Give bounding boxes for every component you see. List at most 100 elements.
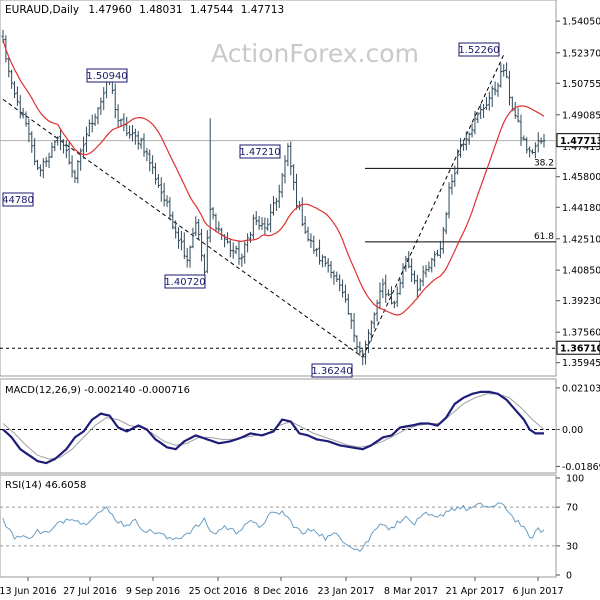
price-annotations: 1.52260 1.50940 1.47210 1.40720 1.36240 44780 (2, 42, 500, 378)
rsi-panel: RSI(14) 46.6058 100 70 30 0 (0, 474, 584, 582)
ohlc-bar (214, 213, 218, 233)
ohlc-bar (154, 162, 158, 185)
ohlc-bar (283, 155, 287, 184)
support-badge: 1.36710 (556, 340, 600, 355)
ohlc-bar (274, 197, 278, 211)
ohlc-bar (430, 257, 434, 273)
ohlc-bar (269, 203, 273, 233)
date-tick-label: 9 Sep 2016 (126, 586, 180, 597)
annotation-box (86, 68, 128, 83)
ohlc-bar (162, 182, 166, 207)
ohlc-bar (467, 132, 471, 145)
price-tick-label: 1.37560 (562, 328, 600, 339)
ohlc-bar (59, 128, 63, 151)
ohlc-bar (130, 125, 134, 142)
ohlc-bar (24, 111, 28, 127)
price-tick-label: 1.50755 (562, 79, 600, 90)
ohlc-bar (128, 125, 132, 139)
ohlc-bar (240, 253, 244, 267)
ohlc-bar (145, 147, 149, 162)
ohlc-bar (326, 258, 330, 273)
ohlc-bar (102, 87, 106, 111)
rsi-tick-label: 100 (566, 474, 584, 485)
ohlc-bar (450, 174, 454, 195)
ohlc-bar (90, 114, 94, 133)
ohlc-bar (289, 141, 293, 176)
ohlc-bar (358, 341, 362, 357)
ohlc-bar (470, 123, 474, 138)
rsi-tick-label: 0 (566, 571, 572, 582)
price-annotation: 1.50940 (86, 68, 128, 83)
watermark: ActionForex.com (211, 39, 419, 68)
annotation-label: 1.40720 (164, 277, 205, 288)
price-tick-label: 1.44180 (562, 203, 600, 214)
ohlc-bar (7, 57, 11, 78)
ohlc-bar (312, 235, 316, 254)
rsi-tick-label: 30 (566, 541, 578, 552)
ohlc-bar (329, 260, 333, 279)
ohlc-bar (53, 140, 57, 151)
ohlc-bar (343, 284, 347, 303)
ohlc-bar (33, 138, 37, 166)
ohlc-bar (217, 221, 221, 233)
ohlc-bar (191, 227, 195, 249)
date-tick-label: 8 Mar 2017 (384, 586, 438, 597)
macd-signal-line (2, 393, 545, 460)
macd-tick-label: 0.00 (562, 425, 583, 436)
date-tick-label: 8 Dec 2016 (254, 586, 309, 597)
ohlc-bar (234, 245, 238, 255)
macd-panel: MACD(12,26,9) -0.002140 -0.000716 0.0210… (0, 378, 600, 474)
price-panel: ActionForex.com EURAUD,Daily 1.47960 1.4… (0, 0, 600, 378)
ohlc-bar (179, 230, 183, 251)
ohlc-bar (208, 118, 212, 243)
date-tick-label: 27 Jul 2016 (63, 586, 117, 597)
chart-high: 1.48031 (139, 4, 182, 16)
ohlc-bar (539, 137, 543, 145)
ohlc-bar (482, 104, 486, 118)
ohlc-bar (87, 119, 91, 137)
price-annotation: 44780 (2, 192, 34, 207)
date-tick-label: 25 Oct 2016 (189, 586, 248, 597)
ohlc-bar (447, 182, 451, 219)
ohlc-bar (136, 130, 140, 150)
ohlc-bar (490, 85, 494, 108)
ohlc-bar (372, 312, 376, 329)
ohlc-bar (542, 133, 546, 148)
ohlc-bar (519, 114, 523, 146)
ohlc-bar (254, 211, 258, 226)
macd-tick-label: 0.021032 (562, 383, 600, 394)
ohlc-bar (67, 140, 71, 165)
annotation-box (239, 144, 281, 159)
ohlc-bar (18, 95, 22, 119)
ohlc-bar (260, 217, 264, 230)
ohlc-bar (142, 133, 146, 157)
chart-low: 1.47544 (190, 4, 234, 16)
ohlc-bar (332, 270, 336, 285)
ohlc-bar (79, 148, 83, 171)
ohlc-bar (272, 196, 275, 216)
price-annotation: 1.52260 (458, 42, 500, 57)
ohlc-bar (10, 69, 14, 89)
ohlc-bar (211, 207, 215, 220)
ohlc-bar (415, 274, 419, 298)
current-price-badge: 1.47713 (556, 133, 600, 148)
rsi-lines (0, 502, 556, 552)
ohlc-bar (338, 274, 342, 292)
ohlc-bar (27, 118, 31, 143)
ohlc-bar (533, 142, 537, 159)
ohlc-bar (335, 271, 339, 283)
price-tick-label: 1.42510 (562, 234, 600, 245)
ohlc-bar (525, 137, 529, 154)
ohlc-bar (404, 255, 408, 272)
fib-label: 38.2 (534, 158, 554, 168)
ohlc-bar (202, 253, 206, 277)
candles (1, 29, 546, 366)
price-tick-label: 1.54050 (562, 17, 600, 28)
ohlc-bar (320, 254, 324, 268)
price-tick-label: 1.52370 (562, 48, 600, 59)
ohlc-bar (64, 140, 68, 159)
annotation-label: 44780 (2, 195, 34, 206)
price-tick-label: 1.40850 (562, 266, 600, 277)
ohlc-bar (375, 299, 379, 322)
